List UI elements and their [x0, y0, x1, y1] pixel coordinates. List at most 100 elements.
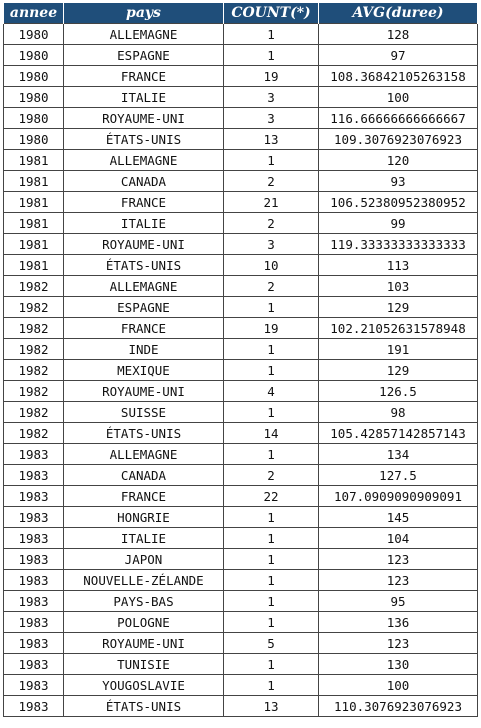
cell-annee: 1983	[3, 695, 64, 717]
table-row: 1983 PAYS-BAS 1 95	[3, 590, 478, 612]
cell-avg-duree: 97	[318, 44, 478, 66]
query-result-panel: annee pays COUNT(*) AVG(duree) 1980 ALLEM…	[3, 3, 478, 717]
query-result-table: annee pays COUNT(*) AVG(duree) 1980 ALLEM…	[3, 3, 478, 717]
cell-pays: ESPAGNE	[63, 296, 224, 318]
table-row: 1982 INDE 1 191	[3, 338, 478, 360]
table-row: 1982 ALLEMAGNE 2 103	[3, 275, 478, 297]
cell-avg-duree: 108.36842105263158	[318, 65, 478, 87]
column-header-pays[interactable]: pays	[63, 3, 224, 24]
cell-avg-duree: 113	[318, 254, 478, 276]
table-body: 1980 ALLEMAGNE 1 128 1980 ESPAGNE 1 97 1980 FRANC…	[3, 23, 478, 717]
cell-count: 1	[223, 653, 319, 675]
column-header-avg-duree[interactable]: AVG(duree)	[318, 3, 478, 24]
cell-pays: ÉTATS-UNIS	[63, 254, 224, 276]
table-row: 1982 ÉTATS-UNIS 14 105.42857142857143	[3, 422, 478, 444]
cell-avg-duree: 99	[318, 212, 478, 234]
cell-pays: ÉTATS-UNIS	[63, 128, 224, 150]
table-row: 1983 HONGRIE 1 145	[3, 506, 478, 528]
cell-avg-duree: 130	[318, 653, 478, 675]
cell-pays: FRANCE	[63, 191, 224, 213]
table-row: 1982 ROYAUME-UNI 4 126.5	[3, 380, 478, 402]
cell-annee: 1983	[3, 464, 64, 486]
cell-annee: 1981	[3, 170, 64, 192]
cell-count: 1	[223, 506, 319, 528]
cell-count: 4	[223, 380, 319, 402]
cell-annee: 1983	[3, 485, 64, 507]
table-row: 1982 ESPAGNE 1 129	[3, 296, 478, 318]
cell-pays: ROYAUME-UNI	[63, 380, 224, 402]
cell-count: 1	[223, 569, 319, 591]
cell-avg-duree: 136	[318, 611, 478, 633]
cell-annee: 1980	[3, 128, 64, 150]
cell-count: 2	[223, 275, 319, 297]
column-header-count[interactable]: COUNT(*)	[223, 3, 319, 24]
table-row: 1981 ALLEMAGNE 1 120	[3, 149, 478, 171]
cell-avg-duree: 123	[318, 548, 478, 570]
cell-avg-duree: 107.0909090909091	[318, 485, 478, 507]
cell-count: 5	[223, 632, 319, 654]
cell-pays: ESPAGNE	[63, 44, 224, 66]
cell-annee: 1981	[3, 191, 64, 213]
cell-avg-duree: 116.66666666666667	[318, 107, 478, 129]
table-row: 1981 ROYAUME-UNI 3 119.33333333333333	[3, 233, 478, 255]
cell-avg-duree: 106.52380952380952	[318, 191, 478, 213]
cell-annee: 1982	[3, 317, 64, 339]
cell-count: 1	[223, 611, 319, 633]
cell-count: 10	[223, 254, 319, 276]
cell-avg-duree: 191	[318, 338, 478, 360]
cell-pays: YOUGOSLAVIE	[63, 674, 224, 696]
table-row: 1980 ÉTATS-UNIS 13 109.3076923076923	[3, 128, 478, 150]
table-row: 1983 NOUVELLE-ZÉLANDE 1 123	[3, 569, 478, 591]
table-row: 1980 FRANCE 19 108.36842105263158	[3, 65, 478, 87]
cell-pays: SUISSE	[63, 401, 224, 423]
table-row: 1983 YOUGOSLAVIE 1 100	[3, 674, 478, 696]
cell-annee: 1983	[3, 548, 64, 570]
cell-pays: INDE	[63, 338, 224, 360]
table-row: 1980 ESPAGNE 1 97	[3, 44, 478, 66]
cell-avg-duree: 102.21052631578948	[318, 317, 478, 339]
cell-count: 19	[223, 317, 319, 339]
cell-avg-duree: 100	[318, 674, 478, 696]
table-row: 1982 SUISSE 1 98	[3, 401, 478, 423]
cell-pays: ALLEMAGNE	[63, 275, 224, 297]
cell-count: 3	[223, 233, 319, 255]
table-row: 1983 CANADA 2 127.5	[3, 464, 478, 486]
table-row: 1982 FRANCE 19 102.21052631578948	[3, 317, 478, 339]
column-header-annee[interactable]: annee	[3, 3, 64, 24]
cell-avg-duree: 110.3076923076923	[318, 695, 478, 717]
cell-pays: ALLEMAGNE	[63, 149, 224, 171]
cell-count: 1	[223, 527, 319, 549]
cell-pays: FRANCE	[63, 65, 224, 87]
cell-avg-duree: 105.42857142857143	[318, 422, 478, 444]
cell-annee: 1983	[3, 611, 64, 633]
cell-avg-duree: 123	[318, 569, 478, 591]
cell-pays: JAPON	[63, 548, 224, 570]
cell-pays: NOUVELLE-ZÉLANDE	[63, 569, 224, 591]
cell-pays: ROYAUME-UNI	[63, 632, 224, 654]
cell-pays: HONGRIE	[63, 506, 224, 528]
cell-pays: ITALIE	[63, 86, 224, 108]
table-row: 1981 FRANCE 21 106.52380952380952	[3, 191, 478, 213]
cell-avg-duree: 123	[318, 632, 478, 654]
cell-annee: 1983	[3, 569, 64, 591]
cell-count: 1	[223, 590, 319, 612]
cell-count: 2	[223, 170, 319, 192]
cell-annee: 1980	[3, 107, 64, 129]
cell-count: 1	[223, 548, 319, 570]
cell-count: 3	[223, 107, 319, 129]
table-row: 1983 TUNISIE 1 130	[3, 653, 478, 675]
cell-count: 1	[223, 359, 319, 381]
cell-annee: 1980	[3, 44, 64, 66]
cell-count: 21	[223, 191, 319, 213]
cell-count: 1	[223, 401, 319, 423]
cell-avg-duree: 145	[318, 506, 478, 528]
cell-count: 2	[223, 464, 319, 486]
cell-pays: MEXIQUE	[63, 359, 224, 381]
cell-pays: FRANCE	[63, 485, 224, 507]
table-row: 1981 CANADA 2 93	[3, 170, 478, 192]
cell-avg-duree: 100	[318, 86, 478, 108]
cell-annee: 1982	[3, 275, 64, 297]
cell-avg-duree: 127.5	[318, 464, 478, 486]
cell-pays: TUNISIE	[63, 653, 224, 675]
cell-count: 1	[223, 44, 319, 66]
